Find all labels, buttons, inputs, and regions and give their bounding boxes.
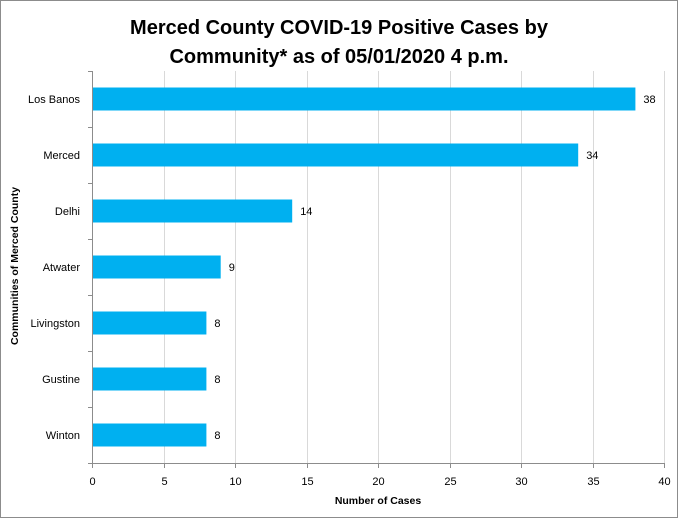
y-tick-label: Gustine — [42, 374, 80, 386]
x-tick-label: 5 — [161, 476, 167, 488]
data-label: 38 — [643, 94, 655, 106]
bar-livingston — [92, 311, 207, 335]
y-axis-title: Communities of Merced County — [9, 187, 21, 345]
x-axis-title: Number of Cases — [335, 495, 422, 507]
x-tick-label: 20 — [372, 476, 384, 488]
labels: 38 Los Banos 34 Merced 14 Delhi 9 Atwater 8 Livin… — [28, 94, 671, 488]
bars — [92, 87, 636, 447]
data-label: 8 — [214, 374, 220, 386]
x-tick-label: 15 — [301, 476, 313, 488]
axes — [88, 71, 665, 468]
bar-atwater — [92, 255, 221, 279]
y-tick-label: Livingston — [30, 318, 80, 330]
x-tick-label: 35 — [587, 476, 599, 488]
y-tick-label: Delhi — [55, 206, 80, 218]
y-tick-label: Winton — [46, 430, 80, 442]
chart-title-line-2: Community* as of 05/01/2020 4 p.m. — [169, 46, 508, 68]
bar-merced — [92, 143, 579, 167]
y-tick-label: Atwater — [43, 262, 81, 274]
data-label: 34 — [586, 150, 598, 162]
data-label: 9 — [229, 262, 235, 274]
bar-los-banos — [92, 87, 636, 111]
bar-delhi — [92, 199, 293, 223]
y-tick-label: Los Banos — [28, 94, 80, 106]
x-tick-label: 0 — [89, 476, 95, 488]
bar-winton — [92, 423, 207, 447]
x-tick-label: 30 — [515, 476, 527, 488]
x-tick-label: 25 — [444, 476, 456, 488]
x-tick-label: 10 — [229, 476, 241, 488]
x-tick-label: 40 — [658, 476, 670, 488]
bar-gustine — [92, 367, 207, 391]
gridlines — [164, 71, 665, 463]
data-label: 8 — [214, 318, 220, 330]
data-label: 8 — [214, 430, 220, 442]
y-tick-label: Merced — [43, 150, 80, 162]
chart-title-line-1: Merced County COVID-19 Positive Cases by — [130, 17, 549, 39]
data-label: 14 — [300, 206, 312, 218]
